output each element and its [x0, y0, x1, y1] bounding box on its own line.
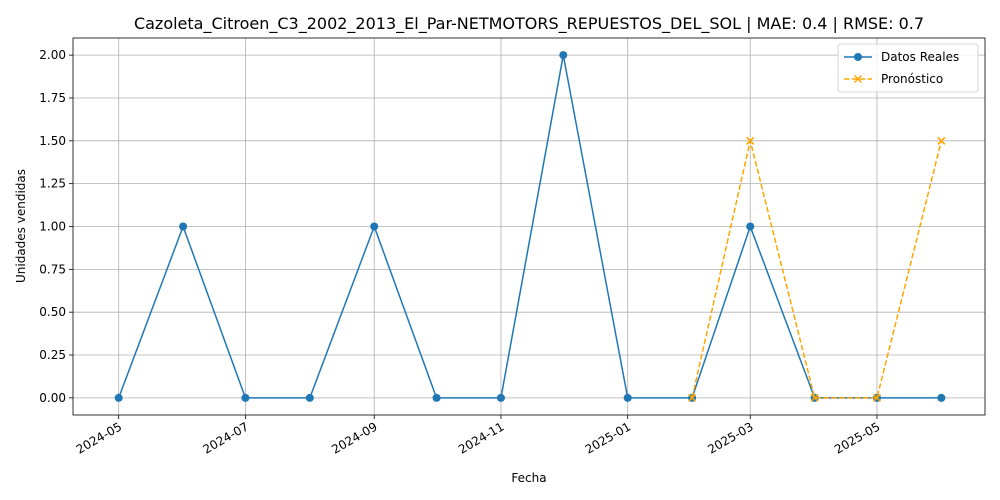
- y-tick-label: 1.25: [39, 177, 66, 191]
- y-axis-label: Unidades vendidas: [14, 169, 28, 283]
- y-tick-label: 1.50: [39, 134, 66, 148]
- forecast-point-marker: [872, 393, 882, 402]
- x-tick-label: 2024-07: [201, 419, 251, 456]
- legend-label: Pronóstico: [881, 72, 943, 86]
- y-tick-label: 1.75: [39, 91, 66, 105]
- x-marker-stroke: [872, 393, 882, 402]
- data-point-marker: [114, 393, 123, 402]
- data-point-marker: [937, 393, 946, 402]
- data-point-marker: [305, 393, 314, 402]
- grid: [73, 38, 985, 415]
- x-marker-stroke: [688, 393, 697, 402]
- forecast-point-marker: [688, 393, 697, 402]
- data-point-marker: [370, 222, 379, 231]
- plot-area: [114, 51, 946, 402]
- legend-label: Datos Reales: [881, 50, 959, 64]
- forecast-point-marker: [937, 136, 946, 145]
- data-point-marker: [241, 393, 250, 402]
- x-tick-label: 2024-05: [74, 419, 124, 456]
- series-line-1: [691, 140, 943, 399]
- data-point-marker: [432, 393, 441, 402]
- chart-title: Cazoleta_Citroen_C3_2002_2013_El_Par-NET…: [134, 14, 924, 34]
- forecast-point-marker: [746, 136, 755, 145]
- x-marker-stroke: [937, 136, 946, 145]
- data-point-marker: [746, 222, 755, 231]
- y-tick-label: 0.00: [39, 391, 66, 405]
- data-point-marker: [496, 393, 505, 402]
- x-tick-label: 2024-11: [456, 419, 506, 456]
- legend: Datos Reales Pronóstico: [837, 43, 979, 93]
- data-point-marker: [623, 393, 632, 402]
- x-marker-stroke: [810, 393, 819, 402]
- y-tick-label: 0.50: [39, 305, 66, 319]
- forecast-point-marker: [810, 393, 819, 402]
- data-point-marker: [179, 222, 188, 231]
- legend-marker: [853, 74, 863, 84]
- x-tick-label: 2025-03: [705, 419, 755, 456]
- legend-marker: [854, 53, 862, 61]
- legend-box: [837, 43, 979, 93]
- series-line-0: [117, 55, 942, 399]
- x-tick-label: 2025-01: [583, 419, 633, 456]
- x-axis-label: Fecha: [511, 471, 546, 485]
- plot-frame: [72, 37, 986, 416]
- y-tick-label: 1.00: [39, 220, 66, 234]
- x-tick-label: 2024-09: [329, 419, 379, 456]
- x-marker-stroke: [746, 136, 755, 145]
- axes: 0.00 0.25 0.50 0.75 1.00 1.25 1.50 1.75 2.00 2024…: [39, 37, 986, 457]
- x-tick-label: 2025-05: [832, 419, 882, 456]
- data-point-marker: [559, 51, 568, 60]
- y-tick-label: 2.00: [39, 48, 66, 62]
- y-tick-label: 0.75: [39, 262, 66, 276]
- y-tick-label: 0.25: [39, 348, 66, 362]
